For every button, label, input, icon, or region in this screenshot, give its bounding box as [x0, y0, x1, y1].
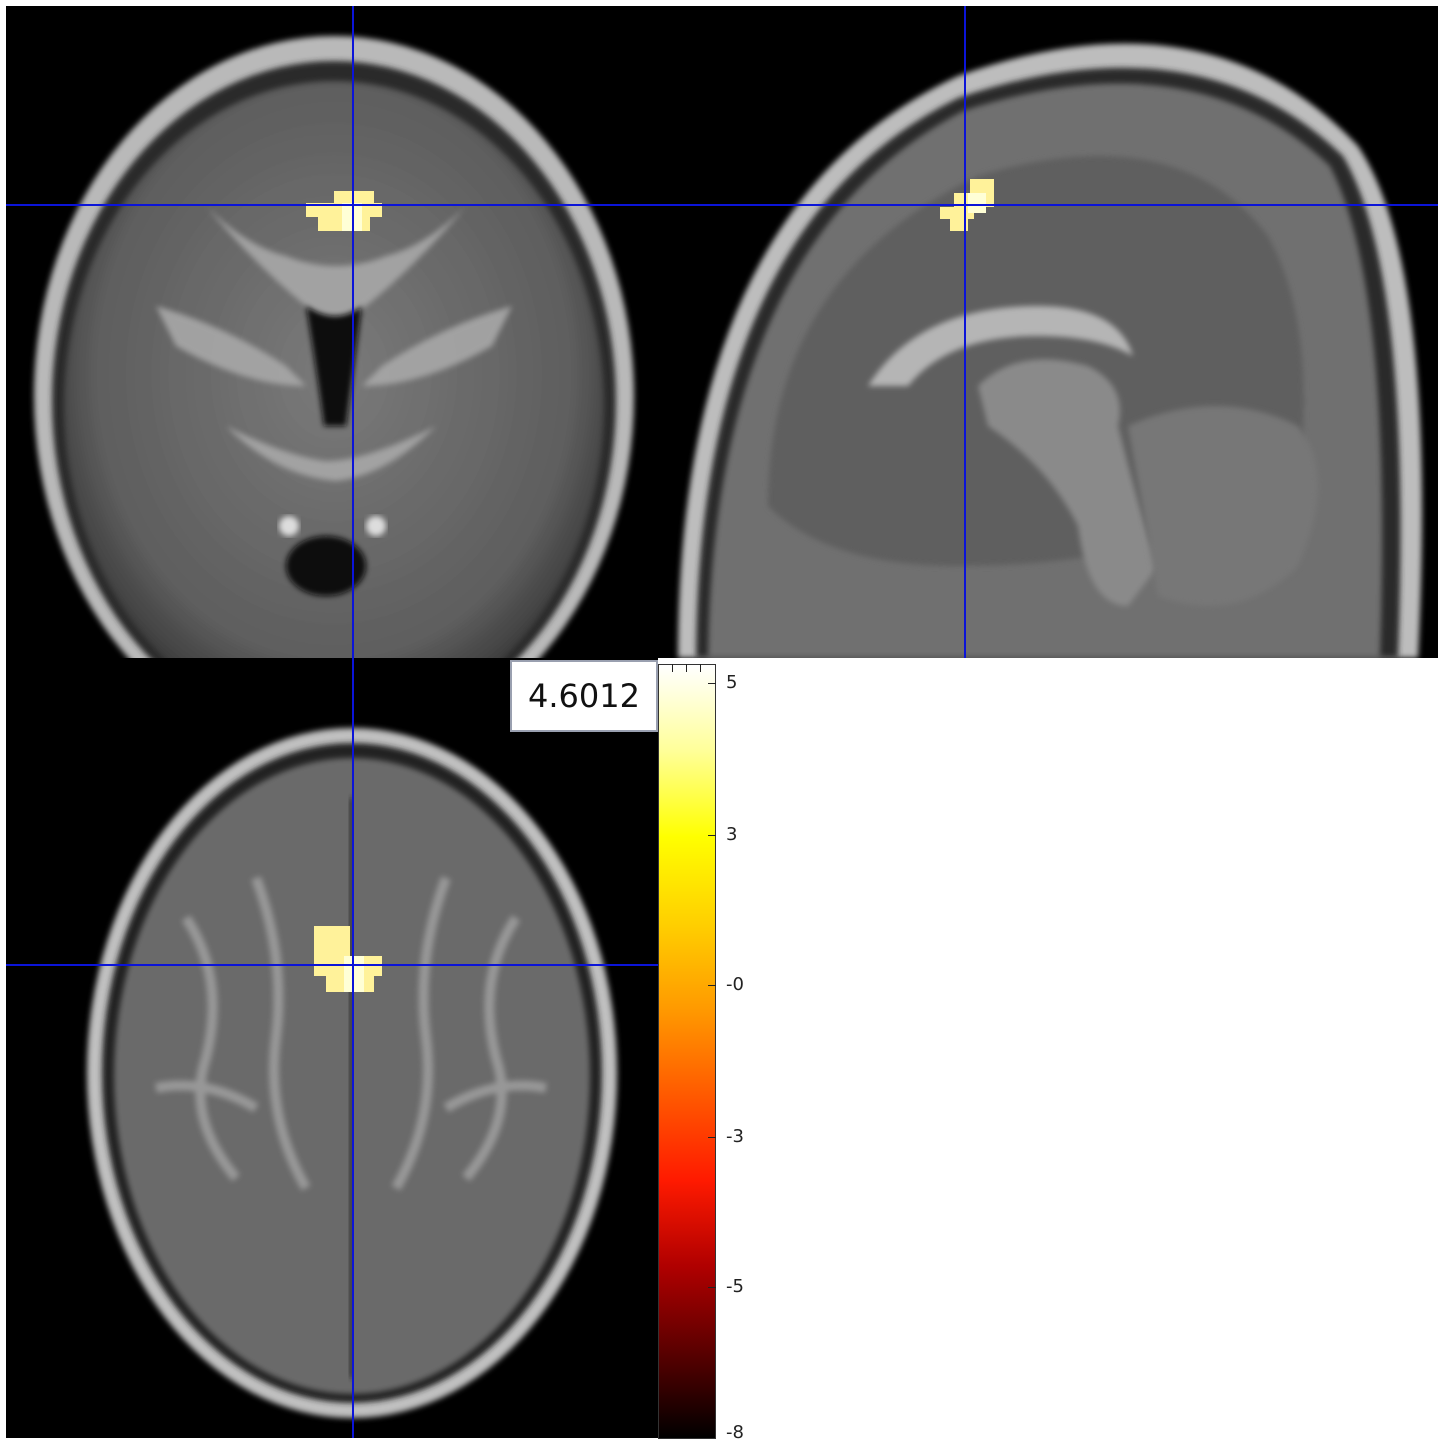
coronal-view[interactable]	[6, 6, 658, 658]
axial-brain-image	[87, 728, 617, 1418]
colorbar-tick-label: -5	[726, 1276, 744, 1297]
colorbar-top-tick	[672, 664, 673, 672]
sagittal-view[interactable]	[658, 6, 1438, 658]
cursor-value-readout: 4.6012	[510, 660, 658, 732]
sagittal-brain-image	[678, 43, 1422, 658]
colorbar-top-tick	[700, 664, 701, 672]
colorbar	[658, 664, 716, 1439]
colorbar-tick-label: -3	[726, 1126, 744, 1147]
colorbar-tick	[708, 985, 716, 986]
colorbar-tick	[708, 1287, 716, 1288]
colorbar-tick	[708, 835, 716, 836]
colorbar-tick	[708, 1137, 716, 1138]
colorbar-tick-label: 5	[726, 672, 738, 693]
crosshair-vertical-sagittal	[964, 6, 966, 658]
axial-view[interactable]	[6, 658, 658, 1438]
colorbar-tick	[708, 683, 716, 684]
crosshair-vertical-coronal-axial	[352, 6, 354, 1438]
crosshair-horizontal-top	[6, 204, 1438, 206]
colorbar-top-tick	[686, 664, 687, 672]
coronal-brain-image	[34, 36, 634, 658]
colorbar-tick-label: -0	[726, 974, 744, 995]
colorbar-tick-label: -8	[726, 1422, 744, 1443]
colorbar-tick-label: 3	[726, 824, 738, 845]
crosshair-horizontal-axial	[6, 964, 658, 966]
